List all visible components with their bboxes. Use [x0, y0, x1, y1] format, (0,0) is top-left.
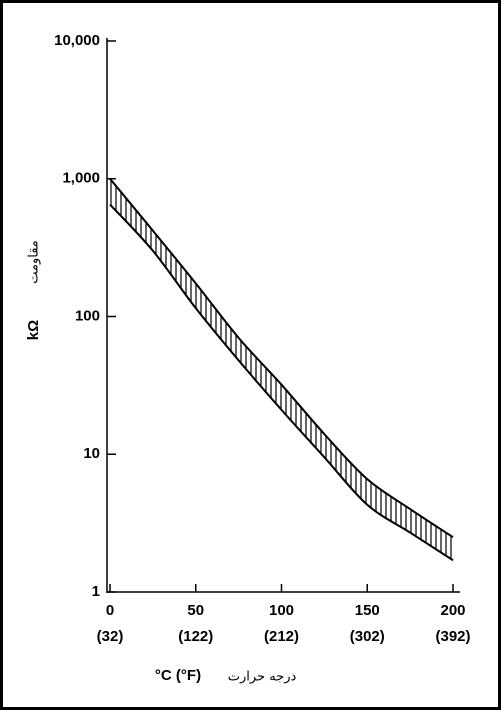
y-tick-label: 10,000 — [54, 32, 100, 49]
y-tick-label: 10 — [83, 445, 100, 462]
x-tick-label-secondary: (392) — [435, 628, 470, 645]
x-tick-label-secondary: (32) — [97, 628, 124, 645]
x-tick-label: 200 — [440, 602, 465, 619]
x-tick-label: 50 — [187, 602, 204, 619]
y-axis-label: kΩ — [25, 320, 42, 340]
y-axis-label-fa: مقاومت — [27, 240, 42, 284]
x-axis-label: °C (°F) — [155, 667, 201, 684]
x-tick-label: 0 — [106, 602, 114, 619]
x-tick-label: 150 — [355, 602, 380, 619]
x-tick-label-secondary: (302) — [350, 628, 385, 645]
x-axis-label-fa: درجه حرارت — [228, 670, 297, 685]
y-tick-label: 100 — [75, 307, 100, 324]
x-tick-label-secondary: (122) — [178, 628, 213, 645]
x-tick-label-secondary: (212) — [264, 628, 299, 645]
x-tick-label: 100 — [269, 602, 294, 619]
series-line — [109, 203, 454, 562]
y-tick-label: 1,000 — [62, 170, 100, 187]
y-tick-label: 1 — [92, 583, 100, 600]
band-hatch — [110, 178, 453, 561]
series-line — [109, 178, 454, 539]
